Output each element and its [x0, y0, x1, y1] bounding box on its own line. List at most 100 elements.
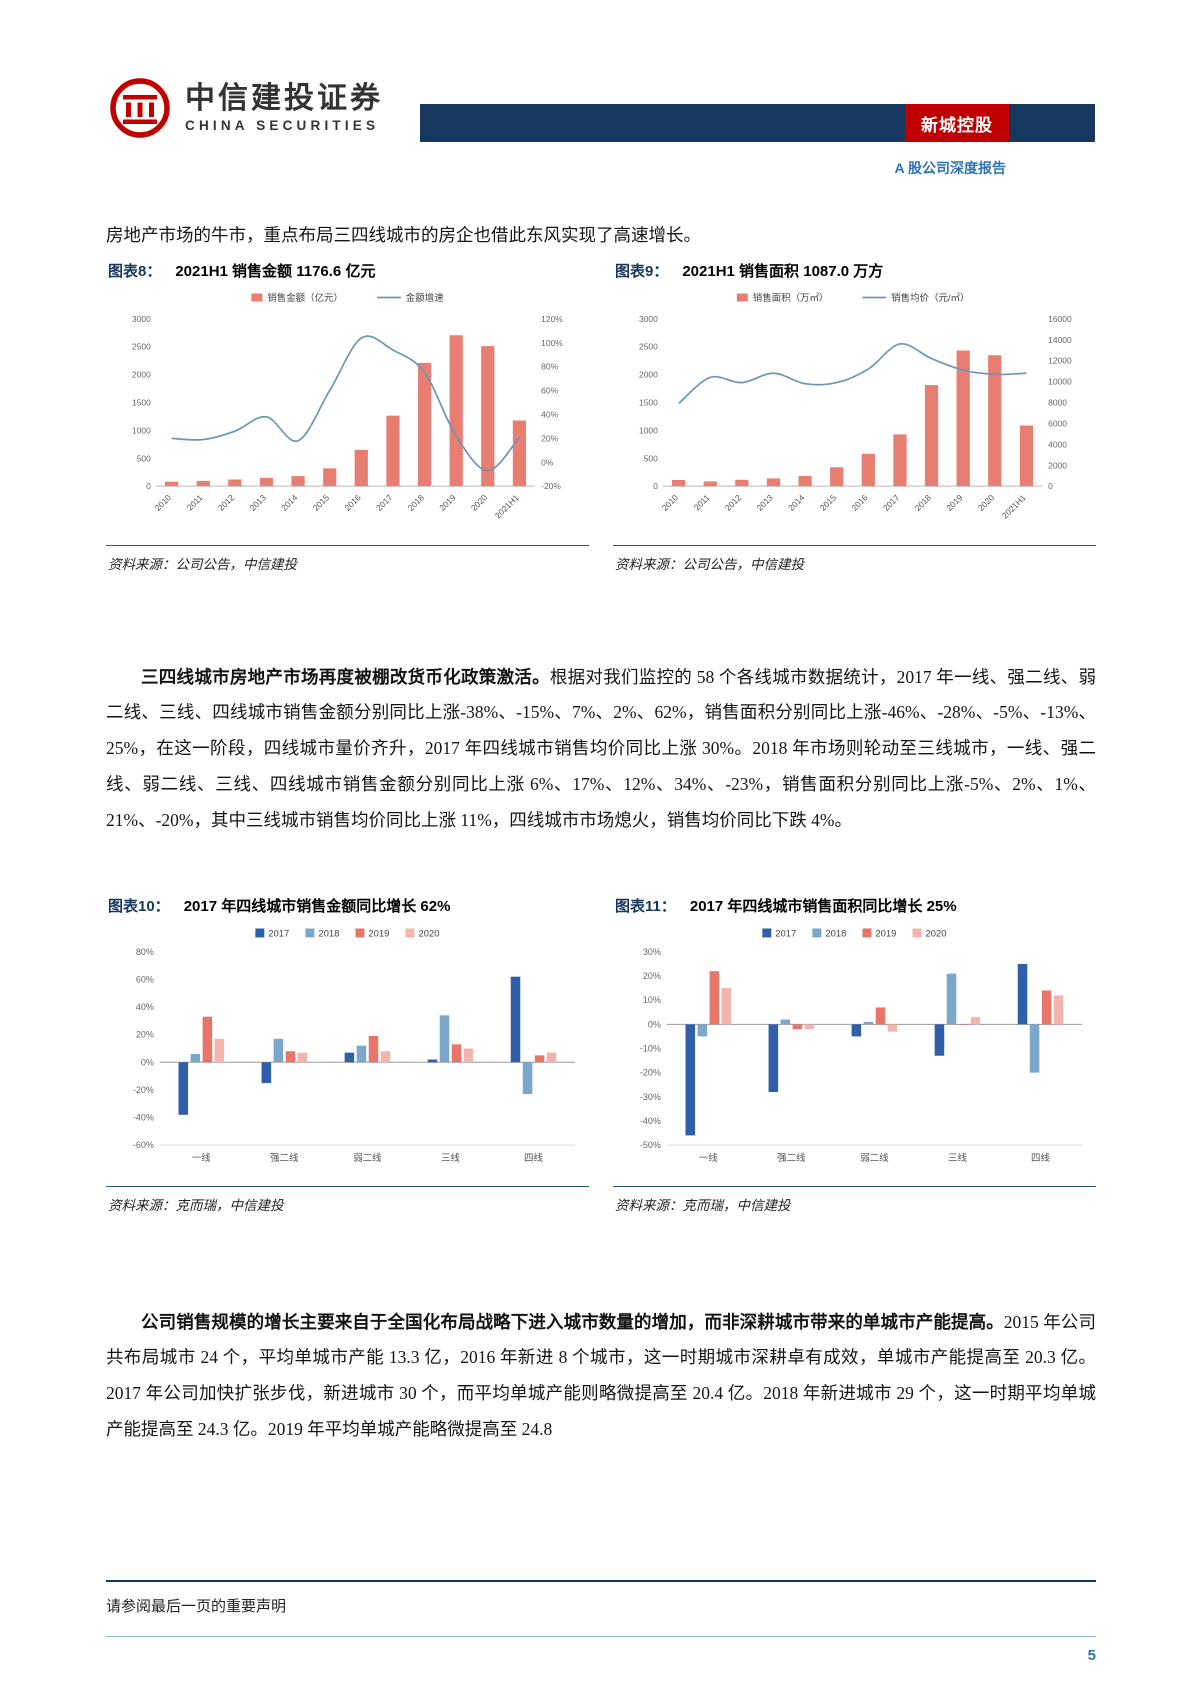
svg-text:2018: 2018 — [913, 492, 934, 513]
svg-text:20%: 20% — [643, 971, 661, 981]
svg-text:四线: 四线 — [524, 1152, 543, 1164]
footer-disclaimer: 请参阅最后一页的重要声明 — [106, 1580, 1096, 1616]
svg-text:2014: 2014 — [786, 492, 807, 513]
svg-text:60%: 60% — [541, 386, 558, 396]
svg-text:10000: 10000 — [1048, 377, 1072, 387]
chart-area-growth-by-tier: 2017 2018 2019 2020 -50% -40% -30% -20% -10% 0% 10… — [613, 924, 1096, 1181]
svg-text:20%: 20% — [136, 1030, 154, 1040]
svg-text:80%: 80% — [541, 362, 558, 372]
tier-city-analysis-lead: 三四线城市房地产市场再度被棚改货币化政策激活。 — [141, 666, 550, 687]
figure-8-number: 图表8： — [108, 263, 162, 280]
chart-sales-area: 销售面积（万㎡） 销售均价（元/㎡） 0 500 1000 1500 2000 2500 300… — [613, 289, 1096, 540]
svg-text:一线: 一线 — [699, 1152, 718, 1164]
svg-text:2019: 2019 — [944, 492, 965, 513]
svg-text:3000: 3000 — [639, 314, 658, 324]
tier-city-analysis-paragraph: 三四线城市房地产市场再度被棚改货币化政策激活。根据对我们监控的 58 个各线城市… — [106, 660, 1096, 839]
svg-text:2020: 2020 — [469, 492, 490, 513]
figure-9-source: 资料来源：公司公告，中信建投 — [613, 544, 1096, 573]
svg-text:30%: 30% — [643, 947, 661, 957]
svg-text:-50%: -50% — [640, 1140, 661, 1150]
report-type-label: A 股公司深度报告 — [894, 160, 1006, 176]
figure-10-source: 资料来源：克而瑞，中信建投 — [106, 1185, 589, 1214]
svg-text:2017: 2017 — [374, 492, 395, 513]
figure-9-number: 图表9： — [615, 263, 669, 280]
svg-text:2016: 2016 — [849, 492, 870, 513]
svg-text:强二线: 强二线 — [777, 1152, 806, 1164]
figure-11-title: 图表11： 2017 年四线城市销售面积同比增长 25% — [613, 893, 1096, 924]
svg-text:2019: 2019 — [437, 492, 458, 513]
svg-text:三线: 三线 — [441, 1152, 460, 1164]
stock-name-badge: 新城控股 — [905, 104, 1009, 142]
svg-text:2011: 2011 — [185, 492, 205, 512]
svg-text:-20%: -20% — [640, 1068, 661, 1078]
svg-text:2017: 2017 — [268, 928, 289, 939]
svg-text:3000: 3000 — [132, 314, 151, 324]
svg-text:2018: 2018 — [318, 928, 339, 939]
svg-text:6000: 6000 — [1048, 418, 1067, 428]
figure-11-title-text: 2017 年四线城市销售面积同比增长 25% — [689, 898, 957, 915]
svg-text:2019: 2019 — [875, 928, 896, 939]
svg-text:10%: 10% — [643, 995, 661, 1005]
svg-text:2012: 2012 — [216, 492, 237, 513]
svg-text:三线: 三线 — [948, 1152, 967, 1164]
intro-paragraph: 房地产市场的牛市，重点布局三四线城市的房企也借此东风实现了高速增长。 — [106, 224, 701, 245]
svg-text:-30%: -30% — [640, 1092, 661, 1102]
svg-text:500: 500 — [644, 453, 658, 463]
svg-text:2013: 2013 — [755, 492, 776, 513]
svg-text:2021H1: 2021H1 — [493, 492, 521, 520]
svg-text:-40%: -40% — [640, 1116, 661, 1126]
svg-text:2015: 2015 — [818, 492, 839, 513]
tier-city-analysis-body: 根据对我们监控的 58 个各线城市数据统计，2017 年一线、强二线、弱二线、三… — [106, 666, 1096, 831]
chart-amount-growth-by-tier: 2017 2018 2019 2020 -60% -40% -20% 0% 20% 40% 60% 8… — [106, 924, 589, 1181]
figure-10-title-text: 2017 年四线城市销售金额同比增长 62% — [183, 898, 451, 915]
figure-10-number: 图表10： — [108, 898, 170, 915]
svg-text:0%: 0% — [541, 457, 554, 467]
svg-text:-60%: -60% — [133, 1140, 154, 1150]
header-title-bar: 新城控股 — [420, 104, 1095, 142]
page-number: 5 — [106, 1636, 1096, 1664]
svg-text:2011: 2011 — [692, 492, 712, 512]
figure-8-source: 资料来源：公司公告，中信建投 — [106, 544, 589, 573]
svg-text:1500: 1500 — [132, 398, 151, 408]
svg-text:2020: 2020 — [418, 928, 439, 939]
svg-text:1000: 1000 — [639, 425, 658, 435]
figure-9-title-text: 2021H1 销售面积 1087.0 万方 — [682, 263, 884, 280]
figure-row-1: 图表8： 2021H1 销售金额 1176.6 亿元 销售金额（亿元） 金额增速 0 5… — [106, 258, 1096, 573]
svg-text:2019: 2019 — [368, 928, 389, 939]
svg-text:销售面积（万㎡）: 销售面积（万㎡） — [753, 292, 829, 304]
svg-text:金额增速: 金额增速 — [406, 292, 444, 304]
svg-text:2000: 2000 — [132, 370, 151, 380]
figure-8-title: 图表8： 2021H1 销售金额 1176.6 亿元 — [106, 258, 589, 289]
company-name-cn: 中信建投证券 — [185, 81, 383, 115]
figure-8: 图表8： 2021H1 销售金额 1176.6 亿元 销售金额（亿元） 金额增速 0 5… — [106, 258, 589, 573]
expansion-analysis-paragraph: 公司销售规模的增长主要来自于全国化布局战略下进入城市数量的增加，而非深耕城市带来… — [106, 1305, 1096, 1449]
svg-text:弱二线: 弱二线 — [860, 1152, 889, 1164]
figure-11: 图表11： 2017 年四线城市销售面积同比增长 25% 2017 2018 2019… — [613, 893, 1096, 1214]
svg-text:40%: 40% — [541, 409, 558, 419]
figure-11-number: 图表11： — [615, 898, 676, 915]
svg-text:-20%: -20% — [541, 481, 561, 491]
svg-text:2017: 2017 — [881, 492, 902, 513]
svg-text:强二线: 强二线 — [270, 1152, 299, 1164]
svg-text:2021H1: 2021H1 — [1000, 492, 1028, 520]
svg-text:-10%: -10% — [640, 1043, 661, 1053]
svg-text:销售金额（亿元）: 销售金额（亿元） — [267, 292, 343, 304]
svg-text:0: 0 — [146, 481, 151, 491]
svg-text:2500: 2500 — [639, 342, 658, 352]
svg-text:2020: 2020 — [925, 928, 946, 939]
svg-text:14000: 14000 — [1048, 335, 1072, 345]
svg-text:四线: 四线 — [1031, 1152, 1050, 1164]
svg-text:2018: 2018 — [825, 928, 846, 939]
svg-text:120%: 120% — [541, 314, 563, 324]
svg-text:100%: 100% — [541, 338, 563, 348]
svg-text:2013: 2013 — [248, 492, 269, 513]
svg-text:-40%: -40% — [133, 1112, 154, 1122]
svg-text:0: 0 — [1048, 481, 1053, 491]
figure-9-title: 图表9： 2021H1 销售面积 1087.0 万方 — [613, 258, 1096, 289]
svg-text:16000: 16000 — [1048, 314, 1072, 324]
figure-9: 图表9： 2021H1 销售面积 1087.0 万方 销售面积（万㎡） 销售均价（元… — [613, 258, 1096, 573]
company-name: 中信建投证券 CHINA SECURITIES — [185, 83, 383, 134]
svg-text:销售均价（元/㎡）: 销售均价（元/㎡） — [891, 292, 969, 304]
figure-row-2: 图表10： 2017 年四线城市销售金额同比增长 62% 2017 2018 2019… — [106, 893, 1096, 1214]
svg-text:12000: 12000 — [1048, 356, 1072, 366]
